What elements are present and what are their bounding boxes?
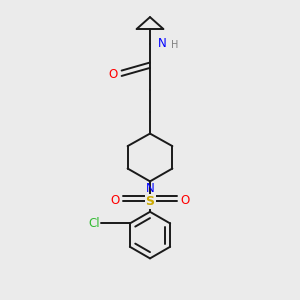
Text: O: O [181, 194, 190, 207]
Text: N: N [146, 182, 154, 195]
Text: S: S [146, 195, 154, 208]
Text: H: H [172, 40, 179, 50]
Text: Cl: Cl [88, 217, 100, 230]
Text: O: O [110, 194, 119, 207]
Text: O: O [109, 68, 118, 81]
Text: N: N [158, 37, 166, 50]
